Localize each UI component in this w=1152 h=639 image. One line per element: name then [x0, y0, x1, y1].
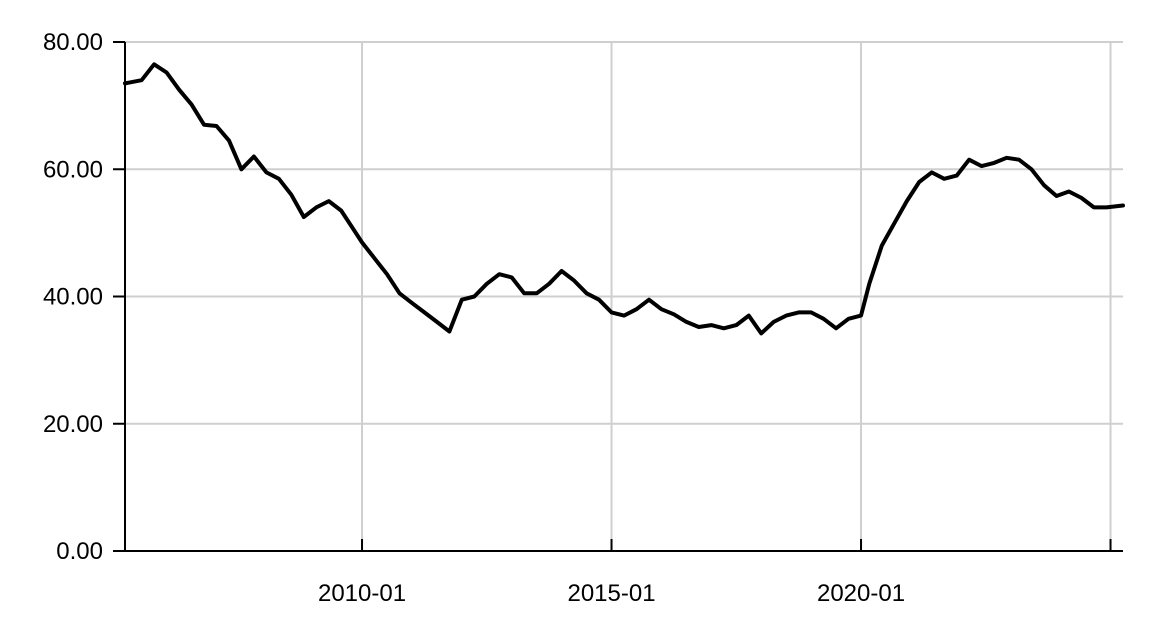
y-tick-label: 20.00	[43, 411, 103, 438]
series-layer	[123, 62, 1125, 336]
grid-lines	[125, 41, 1123, 551]
axis-ticks	[113, 41, 1112, 552]
x-tick-label: 2020-01	[817, 580, 905, 607]
y-tick-label: 0.00	[56, 538, 103, 565]
y-tick-label: 80.00	[43, 29, 103, 56]
y-tick-label: 60.00	[43, 156, 103, 183]
tick-labels: 0.00 20.00 40.00 60.00 80.00 2010-01 2015-01 20…	[43, 29, 905, 607]
x-tick-label: 2010-01	[318, 580, 406, 607]
y-tick-label: 40.00	[43, 284, 103, 311]
x-tick-label: 2015-01	[567, 580, 655, 607]
series-line	[123, 62, 1125, 336]
